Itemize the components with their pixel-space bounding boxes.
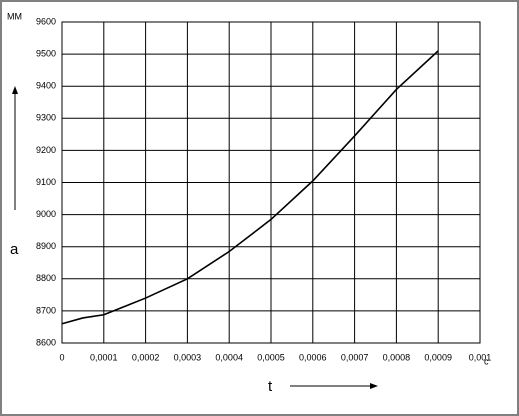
y-tick-label: 9400 xyxy=(36,81,56,91)
x-tick-label: 0,0003 xyxy=(174,352,202,362)
x-tick-label: 0,0002 xyxy=(132,352,160,362)
y-axis-label: a xyxy=(10,241,19,258)
x-tick-label: 0,0005 xyxy=(257,352,285,362)
x-tick-label: 0,0007 xyxy=(341,352,369,362)
y-tick-label: 8600 xyxy=(36,337,56,347)
x-arrow-head xyxy=(370,383,378,389)
y-tick-label: 8900 xyxy=(36,241,56,251)
y-tick-label: 9500 xyxy=(36,48,56,58)
y-tick-label: 9100 xyxy=(36,177,56,187)
x-tick-label: 0,0001 xyxy=(90,352,118,362)
line xyxy=(61,50,439,325)
y-unit: ММ xyxy=(7,11,22,21)
y-tick-label: 9000 xyxy=(36,209,56,219)
y-tick-label: 9200 xyxy=(36,145,56,155)
y-arrow-head xyxy=(12,86,18,94)
x-tick-label: 0 xyxy=(59,352,64,362)
x-tick-label: 0,0009 xyxy=(424,352,452,362)
x-axis-label: t xyxy=(268,378,273,395)
x-tick-label: 0,001 xyxy=(469,352,492,362)
x-unit: с xyxy=(484,356,489,366)
x-tick-label: 0,0008 xyxy=(383,352,411,362)
x-tick-label: 0,0006 xyxy=(299,352,327,362)
x-tick-label: 0,0004 xyxy=(215,352,243,362)
y-tick-label: 8700 xyxy=(36,305,56,315)
y-tick-label: 9300 xyxy=(36,113,56,123)
y-tick-label: 8800 xyxy=(36,273,56,283)
y-tick-label: 9600 xyxy=(36,16,56,26)
